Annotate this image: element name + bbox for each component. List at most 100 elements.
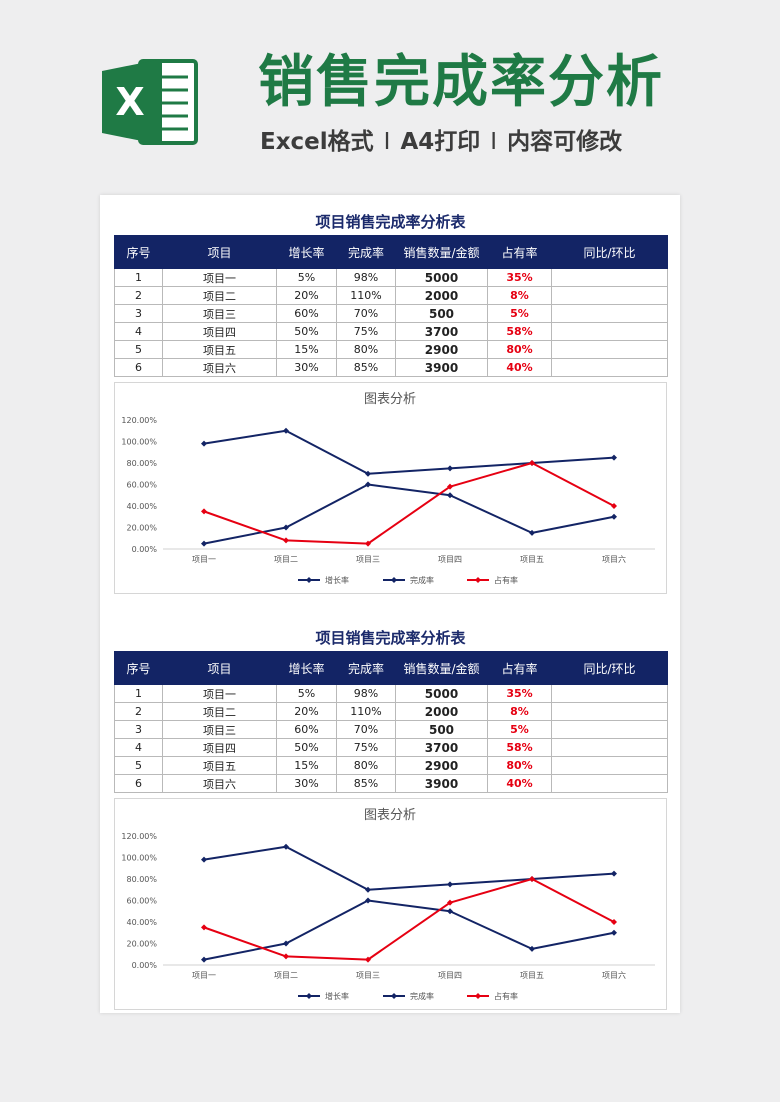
data-point — [611, 919, 617, 925]
y-tick-label: 80.00% — [126, 875, 157, 884]
cell-completion: 85% — [336, 358, 396, 377]
series-line — [203, 483, 615, 545]
data-point — [611, 929, 617, 936]
col-header: 同比/环比 — [551, 651, 668, 685]
cell-project: 项目一 — [162, 268, 277, 287]
cell-growth: 60% — [276, 304, 337, 323]
x-tick-label: 项目五 — [520, 555, 544, 564]
chart-panel: 图表分析 0.00% 20.00% 40.00% 60.00% 80.00% 100.00%… — [114, 382, 667, 594]
cell-project: 项目六 — [162, 358, 277, 377]
series-line — [203, 429, 615, 475]
cell-quantity: 500 — [395, 304, 488, 323]
table-row: 3 项目三 60% 70% 500 5% — [114, 304, 668, 323]
col-header: 序号 — [114, 651, 163, 685]
data-point — [283, 953, 289, 960]
cell-share: 80% — [487, 756, 552, 775]
cell-project: 项目五 — [162, 756, 277, 775]
data-point — [447, 908, 453, 915]
y-tick-label: 0.00% — [132, 961, 158, 970]
table-row: 2 项目二 20% 110% 2000 8% — [114, 702, 668, 721]
cell-completion: 70% — [336, 304, 396, 323]
table-title: 项目销售完成率分析表 — [315, 213, 466, 231]
cell-index: 1 — [114, 684, 163, 703]
col-header: 销售数量/金额 — [395, 235, 488, 269]
legend-label: 占有率 — [494, 575, 518, 585]
data-point — [529, 529, 535, 536]
cell-project: 项目三 — [162, 304, 277, 323]
cell-completion: 75% — [336, 322, 396, 341]
y-tick-label: 0.00% — [132, 545, 158, 554]
y-tick-label: 100.00% — [121, 438, 157, 447]
line-chart: 图表分析 0.00% 20.00% 40.00% 60.00% 80.00% 100.00%… — [121, 392, 655, 585]
cell-index: 4 — [114, 322, 163, 341]
y-tick-label: 120.00% — [121, 832, 157, 841]
cell-completion: 80% — [336, 756, 396, 775]
data-point — [201, 924, 207, 931]
cell-yoy — [551, 738, 668, 757]
legend-marker — [475, 993, 481, 999]
table-row: 4 项目四 50% 75% 3700 58% — [114, 738, 668, 757]
x-tick-label: 项目一 — [192, 555, 216, 564]
series-line — [203, 462, 615, 545]
cell-index: 2 — [114, 286, 163, 305]
cell-quantity: 2000 — [395, 702, 488, 721]
x-tick-label: 项目六 — [602, 554, 626, 564]
series-line — [203, 878, 615, 961]
page-title: 销售完成率分析 — [258, 50, 664, 115]
data-point — [611, 454, 617, 461]
cell-yoy — [551, 774, 668, 793]
cell-project: 项目二 — [162, 702, 277, 721]
cell-growth: 5% — [276, 684, 337, 703]
cell-share: 5% — [487, 720, 552, 739]
cell-yoy — [551, 720, 668, 739]
data-point — [447, 465, 453, 472]
y-tick-label: 40.00% — [126, 918, 157, 927]
cell-index: 1 — [114, 268, 163, 287]
cell-share: 40% — [487, 774, 552, 793]
cell-yoy — [551, 286, 668, 305]
x-tick-label: 项目三 — [356, 971, 380, 980]
col-header: 同比/环比 — [551, 235, 668, 269]
cell-yoy — [551, 358, 668, 377]
table-header-row: 序号 项目 增长率 完成率 销售数量/金额 占有率 同比/环比 — [114, 235, 668, 269]
series-line — [203, 899, 615, 961]
data-point — [365, 897, 371, 904]
data-point — [365, 470, 371, 477]
data-point — [365, 481, 371, 488]
document-page: 项目销售完成率分析表 序号 项目 增长率 完成率 销售数量/金额 占有率 同比/… — [100, 195, 680, 1013]
table-row: 6 项目六 30% 85% 3900 40% — [114, 774, 668, 793]
y-tick-label: 60.00% — [126, 897, 157, 906]
cell-growth: 5% — [276, 268, 337, 287]
col-header: 增长率 — [276, 651, 337, 685]
report-block-1: 项目销售完成率分析表 序号 项目 增长率 完成率 销售数量/金额 占有率 同比/… — [114, 209, 668, 594]
cell-yoy — [551, 340, 668, 359]
cell-yoy — [551, 702, 668, 721]
y-tick-label: 20.00% — [126, 524, 157, 533]
cell-growth: 15% — [276, 340, 337, 359]
col-header: 项目 — [162, 235, 277, 269]
col-header: 增长率 — [276, 235, 337, 269]
data-point — [365, 540, 371, 547]
hero-banner: X 销售完成率分析 Excel格式 I A4打印 I 内容可修改 — [0, 0, 780, 195]
data-point — [201, 440, 207, 447]
series-line — [203, 845, 615, 891]
table-row: 2 项目二 20% 110% 2000 8% — [114, 286, 668, 305]
cell-share: 58% — [487, 322, 552, 341]
cell-growth: 50% — [276, 322, 337, 341]
data-point — [447, 483, 453, 490]
legend-marker — [306, 993, 312, 999]
legend-label: 增长率 — [325, 575, 349, 585]
x-tick-label: 项目二 — [274, 555, 298, 564]
cell-yoy — [551, 322, 668, 341]
cell-growth: 60% — [276, 720, 337, 739]
x-tick-label: 项目一 — [192, 971, 216, 980]
feature-separator: I — [383, 129, 391, 155]
table-row: 5 项目五 15% 80% 2900 80% — [114, 756, 668, 775]
col-header: 销售数量/金额 — [395, 651, 488, 685]
cell-index: 3 — [114, 720, 163, 739]
cell-share: 8% — [487, 286, 552, 305]
x-tick-label: 项目五 — [520, 971, 544, 980]
cell-share: 58% — [487, 738, 552, 757]
y-tick-label: 20.00% — [126, 940, 157, 949]
cell-index: 5 — [114, 756, 163, 775]
